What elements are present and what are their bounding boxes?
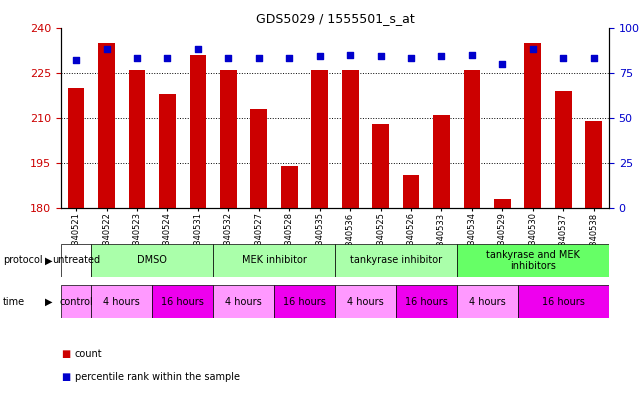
- Text: tankyrase inhibitor: tankyrase inhibitor: [350, 255, 442, 265]
- Text: control: control: [59, 297, 93, 307]
- Text: 4 hours: 4 hours: [347, 297, 384, 307]
- Bar: [403, 175, 419, 208]
- Text: 16 hours: 16 hours: [283, 297, 326, 307]
- Text: tankyrase and MEK
inhibitors: tankyrase and MEK inhibitors: [486, 250, 579, 271]
- Point: [497, 61, 508, 67]
- Point: [162, 55, 172, 61]
- Bar: [342, 70, 358, 208]
- Text: 16 hours: 16 hours: [405, 297, 447, 307]
- Point: [406, 55, 416, 61]
- Bar: [153, 285, 213, 318]
- Point: [193, 46, 203, 52]
- Text: GDS5029 / 1555501_s_at: GDS5029 / 1555501_s_at: [256, 12, 414, 25]
- Bar: [61, 244, 92, 277]
- Bar: [98, 42, 115, 208]
- Bar: [372, 124, 389, 208]
- Bar: [213, 285, 274, 318]
- Bar: [159, 94, 176, 208]
- Bar: [274, 285, 335, 318]
- Bar: [395, 285, 456, 318]
- Point: [223, 55, 233, 61]
- Text: protocol: protocol: [3, 255, 43, 265]
- Bar: [92, 244, 213, 277]
- Bar: [585, 121, 602, 208]
- Point: [254, 55, 264, 61]
- Text: count: count: [75, 349, 103, 359]
- Point: [71, 57, 81, 63]
- Text: 4 hours: 4 hours: [225, 297, 262, 307]
- Text: MEK inhibitor: MEK inhibitor: [242, 255, 306, 265]
- Point: [467, 51, 477, 58]
- Point: [345, 51, 355, 58]
- Point: [132, 55, 142, 61]
- Bar: [463, 70, 480, 208]
- Bar: [456, 244, 609, 277]
- Text: 4 hours: 4 hours: [103, 297, 140, 307]
- Bar: [555, 91, 572, 208]
- Point: [376, 53, 386, 60]
- Text: ▶: ▶: [45, 255, 53, 265]
- Text: untreated: untreated: [52, 255, 100, 265]
- Text: ▶: ▶: [45, 297, 53, 307]
- Text: DMSO: DMSO: [137, 255, 167, 265]
- Point: [315, 53, 325, 60]
- Bar: [335, 285, 395, 318]
- Point: [588, 55, 599, 61]
- Point: [558, 55, 569, 61]
- Bar: [190, 55, 206, 208]
- Bar: [68, 88, 85, 208]
- Bar: [251, 109, 267, 208]
- Text: 4 hours: 4 hours: [469, 297, 506, 307]
- Text: ■: ■: [61, 372, 70, 382]
- Bar: [312, 70, 328, 208]
- Bar: [524, 42, 541, 208]
- Bar: [281, 166, 297, 208]
- Text: 16 hours: 16 hours: [542, 297, 585, 307]
- Point: [101, 46, 112, 52]
- Text: time: time: [3, 297, 26, 307]
- Bar: [61, 285, 92, 318]
- Text: 16 hours: 16 hours: [162, 297, 204, 307]
- Bar: [92, 285, 153, 318]
- Point: [437, 53, 447, 60]
- Bar: [433, 115, 450, 208]
- Bar: [220, 70, 237, 208]
- Bar: [335, 244, 456, 277]
- Point: [528, 46, 538, 52]
- Bar: [129, 70, 146, 208]
- Bar: [518, 285, 609, 318]
- Text: percentile rank within the sample: percentile rank within the sample: [75, 372, 240, 382]
- Bar: [494, 199, 511, 208]
- Point: [284, 55, 294, 61]
- Text: ■: ■: [61, 349, 70, 359]
- Bar: [213, 244, 335, 277]
- Bar: [456, 285, 518, 318]
